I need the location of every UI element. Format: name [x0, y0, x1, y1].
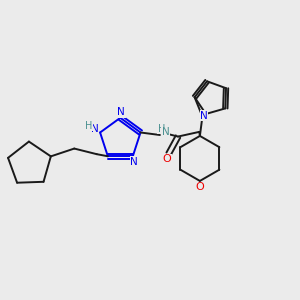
Text: O: O [196, 182, 204, 192]
Text: N: N [117, 107, 125, 117]
Text: N: N [130, 157, 138, 167]
Text: N: N [162, 128, 170, 137]
Text: H: H [158, 124, 165, 134]
Text: N: N [91, 124, 98, 134]
Text: H: H [85, 121, 92, 130]
Text: N: N [200, 111, 208, 121]
Text: O: O [163, 154, 172, 164]
